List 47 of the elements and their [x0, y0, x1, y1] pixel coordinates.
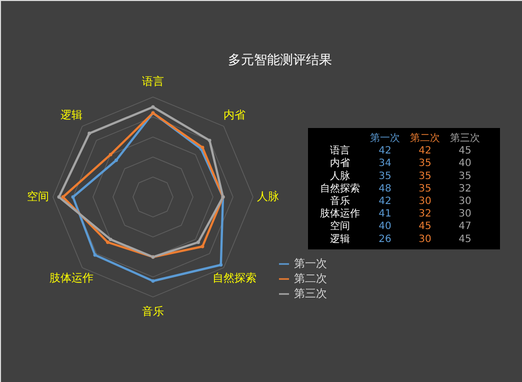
text: 48: [378, 183, 392, 194]
text: 30: [458, 196, 472, 207]
text: 34: [378, 158, 392, 170]
text: 42: [378, 146, 392, 157]
legend-label: 第一次: [294, 257, 327, 270]
text: 第三次: [450, 132, 480, 144]
text: 32: [458, 183, 472, 194]
text: 30: [418, 196, 432, 207]
text: 第一次: [370, 132, 400, 144]
text: 30: [418, 234, 432, 245]
text: 45: [458, 234, 472, 245]
legend-label: 第三次: [294, 287, 327, 300]
text: 40: [378, 221, 392, 232]
text: 35: [378, 170, 392, 182]
text: 35: [418, 183, 432, 194]
text: 30: [458, 208, 472, 220]
text: 语言: [330, 144, 350, 157]
text: 内省: [330, 157, 350, 170]
text: 逻辑: [330, 232, 350, 245]
chart-title: 多元智能测评结果: [228, 53, 332, 68]
text: 45: [458, 146, 472, 157]
text: 35: [418, 170, 432, 182]
text: 26: [378, 234, 392, 245]
text: 45: [418, 221, 432, 232]
text: 空间: [330, 220, 350, 232]
legend-label: 第二次: [294, 272, 327, 285]
text: 42: [378, 196, 392, 207]
spoke-label: 空间: [27, 190, 49, 203]
text: 人脉: [330, 170, 350, 182]
text: 32: [418, 208, 432, 220]
text: 自然探索: [320, 182, 360, 194]
text: 35: [418, 158, 432, 170]
spoke-label: 语言: [142, 75, 164, 88]
text: 42: [418, 146, 432, 157]
text: 41: [378, 208, 392, 220]
spoke-label: 音乐: [142, 305, 164, 318]
spoke-label: 内省: [223, 108, 246, 122]
text: 音乐: [330, 195, 350, 207]
spoke-label: 逻辑: [60, 108, 83, 122]
spoke-label: 人脉: [257, 190, 279, 203]
text: 40: [458, 158, 472, 170]
text: 第二次: [410, 132, 440, 144]
spoke-label: 肢体运作: [50, 271, 94, 284]
text: 肢体运作: [320, 208, 360, 220]
spoke-label: 自然探索: [212, 271, 256, 284]
text: 47: [458, 221, 472, 232]
text: 35: [458, 170, 472, 182]
